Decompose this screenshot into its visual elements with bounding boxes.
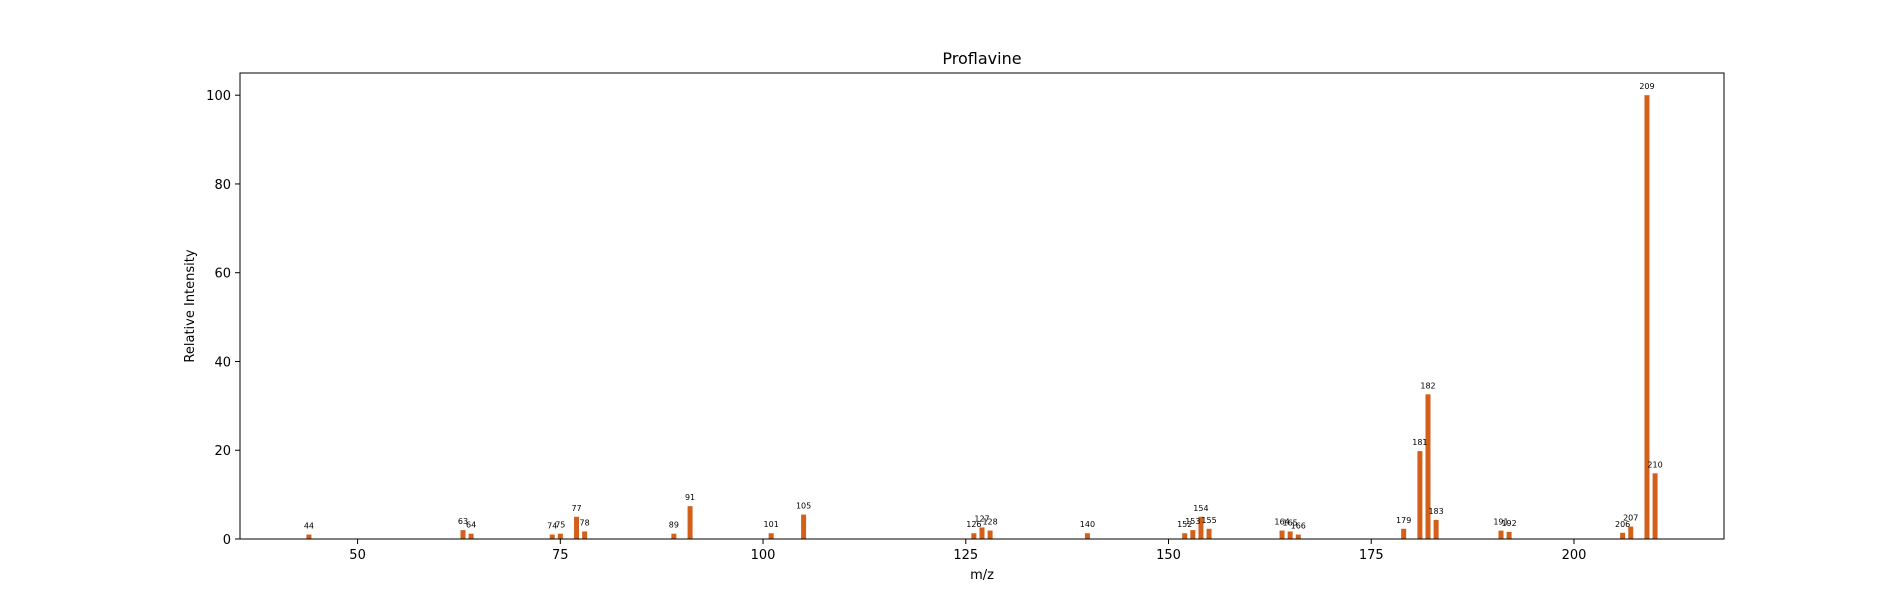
x-tick-label-200: 200: [1562, 548, 1587, 563]
bar-mz-154: [1198, 516, 1204, 539]
bar-mz-91: [687, 506, 693, 539]
data-label-mz-44: 44: [304, 522, 314, 531]
data-label-mz-154: 154: [1193, 504, 1208, 513]
bar-mz-206: [1620, 532, 1626, 539]
x-tick-label-75: 75: [552, 548, 569, 563]
bar-mz-191: [1498, 530, 1504, 539]
bar-mz-152: [1182, 533, 1188, 539]
x-tick-label-125: 125: [953, 548, 978, 563]
x-tick-label-50: 50: [349, 548, 366, 563]
x-axis-label: m/z: [970, 568, 994, 583]
data-label-mz-127: 127: [974, 514, 989, 523]
data-label-mz-89: 89: [669, 521, 679, 530]
data-label-mz-209: 209: [1639, 82, 1654, 91]
bar-mz-77: [574, 516, 580, 539]
bar-mz-166: [1295, 534, 1301, 539]
bar-mz-127: [979, 527, 985, 539]
data-label-mz-181: 181: [1412, 438, 1427, 447]
data-label-mz-77: 77: [571, 504, 581, 513]
bar-mz-182: [1425, 394, 1431, 539]
data-label-mz-63: 63: [458, 517, 468, 526]
y-tick-label-60: 60: [214, 267, 231, 282]
data-label-mz-179: 179: [1396, 516, 1411, 525]
data-label-mz-126: 126: [966, 520, 981, 529]
y-tick-label-40: 40: [214, 355, 231, 370]
bar-mz-64: [468, 533, 474, 539]
bar-mz-209: [1644, 95, 1650, 539]
bar-mz-126: [971, 533, 977, 539]
bar-mz-179: [1401, 528, 1407, 539]
y-axis-ticks: 0 20 40 60 80 100: [206, 89, 240, 548]
bar-mz-181: [1417, 451, 1423, 539]
bar-mz-89: [671, 533, 677, 539]
bar-mz-75: [557, 533, 563, 539]
data-label-mz-75: 75: [555, 521, 565, 530]
data-label-mz-166: 166: [1291, 522, 1306, 531]
y-axis-label: Relative Intensity: [183, 249, 198, 362]
bar-mz-164: [1279, 530, 1285, 539]
bars-group: [306, 95, 1658, 539]
data-label-mz-155: 155: [1201, 516, 1216, 525]
y-tick-label-80: 80: [214, 178, 231, 193]
bar-mz-78: [582, 531, 588, 539]
data-label-mz-182: 182: [1420, 381, 1435, 390]
data-label-mz-164: 164: [1274, 518, 1289, 527]
bar-mz-44: [306, 534, 312, 539]
bar-mz-153: [1190, 530, 1196, 539]
plot-frame: [239, 72, 1725, 540]
chart-title: Proflavine: [942, 49, 1021, 68]
data-label-mz-206: 206: [1615, 520, 1630, 529]
x-tick-label-175: 175: [1359, 548, 1384, 563]
data-label-mz-207: 207: [1623, 514, 1638, 523]
bar-mz-105: [801, 514, 807, 539]
bar-mz-207: [1628, 526, 1634, 539]
data-label-mz-128: 128: [982, 518, 997, 527]
bar-mz-183: [1433, 519, 1439, 539]
data-label-mz-152: 152: [1177, 520, 1192, 529]
data-label-mz-191: 191: [1493, 518, 1508, 527]
bar-mz-210: [1652, 473, 1658, 539]
bar-mz-63: [460, 530, 466, 539]
x-axis-ticks: 50 75 100 125 150 175 200: [349, 539, 1586, 563]
bar-mz-192: [1506, 531, 1512, 539]
bar-mz-74: [549, 534, 555, 539]
data-label-mz-64: 64: [466, 521, 476, 530]
data-label-mz-105: 105: [796, 502, 811, 511]
data-label-mz-153: 153: [1185, 517, 1200, 526]
data-label-mz-140: 140: [1080, 520, 1095, 529]
x-tick-label-150: 150: [1156, 548, 1181, 563]
bar-mz-155: [1206, 528, 1212, 539]
bar-mz-140: [1084, 533, 1090, 539]
data-label-mz-183: 183: [1428, 507, 1443, 516]
y-tick-label-100: 100: [206, 89, 231, 104]
x-tick-label-100: 100: [751, 548, 776, 563]
bar-mz-101: [768, 533, 774, 539]
bar-mz-165: [1287, 531, 1293, 539]
data-label-mz-192: 192: [1501, 519, 1516, 528]
data-label-mz-78: 78: [580, 518, 590, 527]
data-label-mz-101: 101: [764, 520, 779, 529]
bar-mz-128: [987, 530, 993, 539]
y-tick-label-20: 20: [214, 444, 231, 459]
data-label-mz-165: 165: [1283, 518, 1298, 527]
data-label-mz-210: 210: [1647, 460, 1662, 469]
data-label-mz-74: 74: [547, 522, 557, 531]
data-label-mz-91: 91: [685, 493, 695, 502]
y-tick-label-0: 0: [223, 533, 231, 548]
